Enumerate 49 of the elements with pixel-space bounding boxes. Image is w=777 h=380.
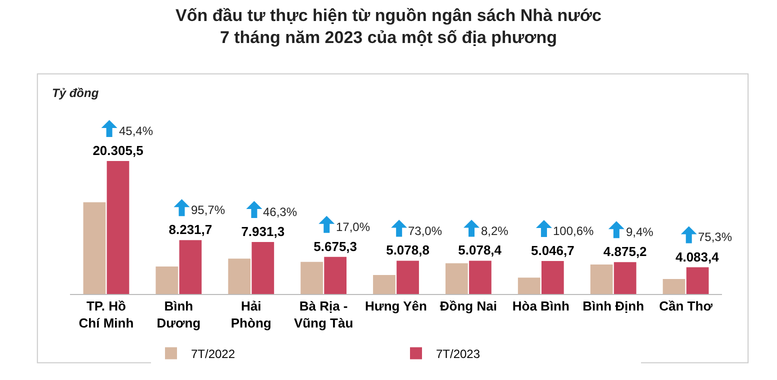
- annotation: 75,3%: [698, 230, 732, 244]
- x-tick-label: Hưng Yên: [365, 298, 428, 314]
- bar: [324, 256, 347, 294]
- x-tick-label: Hải Phòng: [230, 298, 272, 330]
- bar: [228, 258, 251, 294]
- legend-label: 7T/2023: [436, 346, 480, 361]
- x-tick-label: Đồng Nai: [440, 298, 497, 314]
- bar: [590, 264, 613, 294]
- data-label: 4.875,2: [603, 244, 647, 260]
- x-tick-label: Bình Định: [582, 298, 644, 314]
- bar: [300, 262, 323, 294]
- data-label: 4.083,4: [675, 249, 720, 264]
- annotation: 45,4%: [119, 124, 154, 138]
- bar: [541, 260, 564, 294]
- x-tick-label: Hòa Bình: [512, 298, 570, 314]
- bar: [686, 267, 709, 294]
- bar: [469, 260, 492, 294]
- bar: [396, 260, 419, 294]
- data-label: 5.675,3: [314, 238, 358, 254]
- bar: [518, 278, 540, 294]
- data-label: 5.078,8: [386, 242, 430, 258]
- x-tick-label: TP. Hồ Chí Minh: [78, 298, 134, 330]
- annotation: 95,7%: [191, 203, 226, 217]
- bar: [614, 262, 636, 294]
- annotation: 8,2%: [481, 224, 509, 238]
- bar: [252, 242, 274, 294]
- bar: [83, 202, 106, 294]
- x-tick-label: Cần Thơ: [659, 298, 714, 314]
- bar: [106, 161, 130, 294]
- annotation: 9,4%: [626, 225, 654, 239]
- legend-label: 7T/2022: [191, 346, 236, 361]
- bar: [373, 275, 396, 294]
- bar: [445, 263, 468, 294]
- annotation: 17,0%: [336, 220, 370, 234]
- data-label: 5.078,4: [458, 242, 502, 258]
- data-label: 8.231,7: [168, 222, 212, 238]
- data-label: 5.046,7: [530, 242, 574, 258]
- text: Tỷ đồng: [52, 86, 100, 100]
- annotation: 73,0%: [408, 224, 442, 238]
- bar: [156, 266, 178, 294]
- data-label: 20.305,5: [92, 143, 144, 158]
- annotation: 46,3%: [263, 205, 298, 219]
- annotation: 100,6%: [553, 224, 594, 238]
- data-label: 7.931,3: [241, 224, 285, 240]
- bar: [179, 240, 202, 294]
- x-tick-label: Bình Dương: [156, 298, 201, 330]
- bar: [662, 278, 686, 294]
- chart-title: Vốn đầu tư thực hiện từ nguồn ngân sách Nhà nước 7 tháng năm 2023 của một số địa phương: [176, 6, 602, 47]
- x-tick-label: Bà Rịa - Vũng Tàu: [294, 298, 354, 330]
